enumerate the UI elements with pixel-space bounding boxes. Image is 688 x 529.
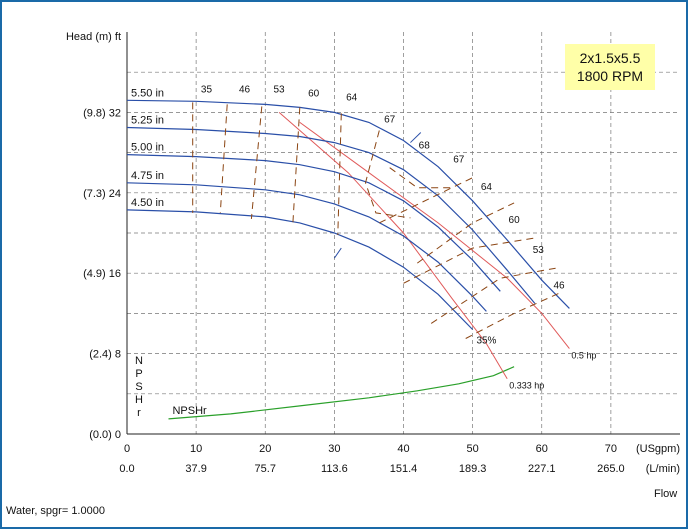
efficiency-label: 53	[533, 245, 545, 256]
efficiency-contour	[251, 106, 261, 218]
x-tick-label: 0	[124, 443, 130, 455]
impeller-curve-label: 4.50 in	[131, 197, 164, 209]
fluid-label: Water, spgr= 1.0000	[6, 505, 105, 517]
npsh-curve	[169, 367, 515, 419]
x-tick-label-secondary: 75.7	[255, 463, 276, 475]
y-axis-label: Head (m) ft	[66, 31, 121, 43]
x-tick-label-secondary: 189.3	[459, 463, 487, 475]
x-tick-label-secondary: 0.0	[119, 463, 134, 475]
npsh-axis-letter: N	[135, 355, 143, 367]
impeller-curve	[127, 100, 569, 308]
npsh-axis-letter: S	[135, 381, 142, 393]
x-tick-label-secondary: 113.6	[321, 463, 348, 475]
chart-title-box: 2x1.5x5.5 1800 RPM	[565, 44, 655, 90]
impeller-curve-label: 4.75 in	[131, 170, 164, 182]
y-tick-label: (9.8) 32	[83, 107, 121, 119]
y-tick-label: (2.4) 8	[89, 349, 121, 361]
x-tick-label-secondary: 227.1	[528, 463, 556, 475]
efficiency-label: 46	[239, 84, 251, 95]
x-tick-label-secondary: 265.0	[597, 463, 625, 475]
efficiency-label: 35	[201, 84, 213, 95]
x-tick-label-secondary: 151.4	[390, 463, 418, 475]
power-curve-label: 0.5 hp	[571, 351, 596, 361]
npsh-axis-letter: P	[135, 368, 142, 380]
efficiency-label: 46	[553, 280, 565, 291]
efficiency-label: 68	[419, 141, 431, 152]
x-tick-label: 20	[259, 443, 271, 455]
y-tick-label: (4.9) 16	[83, 268, 121, 280]
x-tick-label: 70	[605, 443, 617, 455]
chart-title: 2x1.5x5.5	[565, 49, 655, 67]
efficiency-label: 64	[346, 92, 358, 103]
power-series: 0.5 hp 0.333 hp	[279, 112, 596, 390]
flow-label: Flow	[654, 488, 677, 500]
x-unit-primary: (USgpm)	[636, 443, 680, 455]
npsh-series: NPSHr	[169, 367, 515, 419]
x-tick-label-secondary: 37.9	[185, 463, 206, 475]
efficiency-label: 60	[308, 88, 320, 99]
y-tick-label: (7.3) 24	[83, 188, 121, 200]
npsh-axis-letter: r	[137, 407, 141, 419]
x-tick-label: 30	[328, 443, 340, 455]
x-tick-label: 10	[190, 443, 202, 455]
power-curve-label: 0.333 hp	[509, 381, 544, 391]
impeller-curve-label: 5.25 in	[131, 114, 164, 126]
efficiency-contour	[404, 238, 535, 283]
impeller-curve	[127, 155, 500, 292]
y-tick-label: (0.0) 0	[89, 429, 121, 441]
chart-subtitle: 1800 RPM	[565, 67, 655, 85]
efficiency-label: 67	[384, 114, 396, 125]
x-tick-label: 60	[536, 443, 548, 455]
impeller-curve-label: 5.00 in	[131, 142, 164, 154]
x-tick-label: 40	[397, 443, 409, 455]
efficiency-label: 64	[481, 182, 493, 193]
x-tick-label: 50	[467, 443, 479, 455]
x-unit-secondary: (L/min)	[646, 463, 680, 475]
impeller-curve	[127, 210, 473, 330]
npsh-curve-label: NPSHr	[172, 405, 207, 417]
impeller-curve	[127, 183, 486, 312]
efficiency-contour	[466, 293, 559, 338]
efficiency-label: 35%	[476, 336, 496, 347]
curve-marker	[334, 248, 341, 258]
impeller-curve-label: 5.50 in	[131, 87, 164, 99]
npsh-axis-letter: H	[135, 394, 143, 406]
impeller-curve	[127, 128, 535, 304]
efficiency-label: 60	[509, 215, 521, 226]
efficiency-label: 53	[274, 84, 286, 95]
efficiency-label: 67	[453, 155, 465, 166]
